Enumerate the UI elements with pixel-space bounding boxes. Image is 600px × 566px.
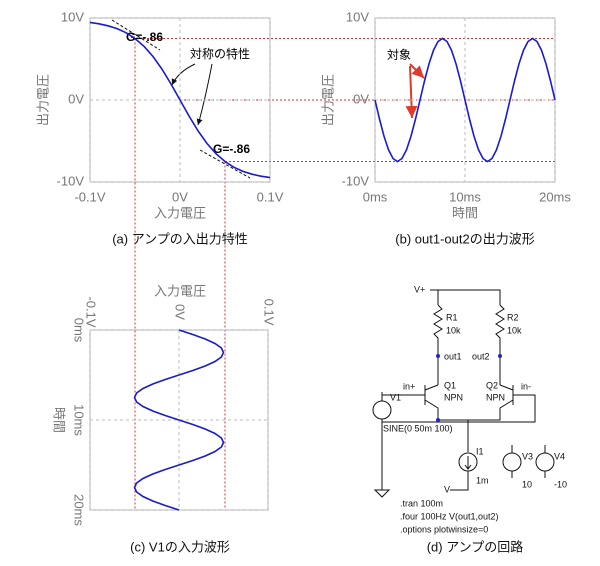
circuit-label: 10k (507, 325, 522, 335)
annotation: 対象 (387, 48, 411, 62)
annotation: G=-.86 (213, 142, 250, 156)
caption: (d) アンプの回路 (427, 539, 524, 554)
circuit-label: V+ (414, 284, 425, 294)
y-tick-label: 0.1V (262, 299, 277, 326)
circuit-label: SINE(0 50m 100) (383, 423, 453, 433)
y-tick-label: 0V (173, 304, 188, 320)
annotations-a: G=-.86 G=-.86 対称の特性 (111, 19, 250, 179)
x-axis-title: 時間 (452, 205, 478, 220)
x-tick-label: 10ms (72, 404, 87, 436)
x-tick-label: 20ms (72, 494, 87, 526)
circuit-label: 10 (522, 479, 532, 489)
circuit-label: in- (521, 381, 531, 391)
x-tick-label: 10ms (449, 189, 481, 204)
circuit-label: 1m (476, 475, 489, 485)
x-tick-label: -0.1V (74, 189, 105, 204)
y-tick-label: 10V (61, 9, 84, 24)
x-tick-label: 0ms (363, 189, 388, 204)
caption: (c) V1の入力波形 (130, 539, 230, 554)
circuit-label: in+ (403, 381, 415, 391)
circuit-label: Q2 (486, 380, 498, 390)
circuit-label: NPN (486, 392, 505, 402)
line (374, 37, 556, 163)
annotation: G=-.86 (126, 30, 163, 44)
circuit-label: V3 (522, 451, 533, 461)
y-tick-label: -0.1V (84, 296, 99, 327)
y-tick-label: -10V (342, 173, 370, 188)
annotation: 対称の特性 (190, 46, 250, 61)
y-axis-title: 出力電圧 (35, 74, 50, 126)
circuit-label: V- (444, 484, 453, 494)
circuit-label: V1 (390, 392, 401, 402)
circuit-label: .four 100Hz V(out1,out2) (400, 511, 499, 521)
circuit-labels: V+ R1 10k R2 10k out1 out2 in+ Q1 NPN Q2 NPN in- V1 SI… (383, 284, 567, 534)
x-tick-label: 0V (172, 189, 188, 204)
x-axis-title: 入力電圧 (154, 205, 206, 220)
y-axis-title: 入力電圧 (154, 283, 206, 298)
circuit-label: Q1 (444, 380, 456, 390)
x-tick-label: 20ms (539, 189, 571, 204)
caption: (b) out1-out2の出力波形 (395, 231, 534, 246)
circuit-label: NPN (444, 392, 463, 402)
y-tick-label: 0V (68, 91, 84, 106)
circuit-label: 10k (446, 325, 461, 335)
y-axis-title: 出力電圧 (320, 74, 335, 126)
circuit-label: out2 (472, 351, 490, 361)
x-tick-label: 0ms (72, 318, 87, 343)
circuit-label: V4 (554, 451, 565, 461)
circuit-label: -10 (554, 479, 567, 489)
x-axis-title: 時間 (52, 407, 67, 433)
red-guides (134, 38, 555, 510)
x-tick-label: 0.1V (257, 189, 284, 204)
circuit (372, 289, 555, 498)
circuit-label: .options plotwinsize=0 (400, 524, 488, 534)
circuit-label: out1 (444, 351, 462, 361)
y-tick-label: -10V (57, 173, 85, 188)
annotations-b: 対象 (387, 48, 425, 119)
y-tick-label: 10V (346, 9, 369, 24)
circuit-label: R2 (507, 312, 519, 322)
circuit-label: .tran 100m (400, 498, 443, 508)
y-tick-label: 0V (353, 91, 369, 106)
line (133, 329, 225, 511)
caption: (a) アンプの入出力特性 (112, 231, 248, 246)
circuit-label: R1 (446, 312, 458, 322)
circuit-label: I1 (476, 446, 484, 456)
line (89, 21, 271, 179)
